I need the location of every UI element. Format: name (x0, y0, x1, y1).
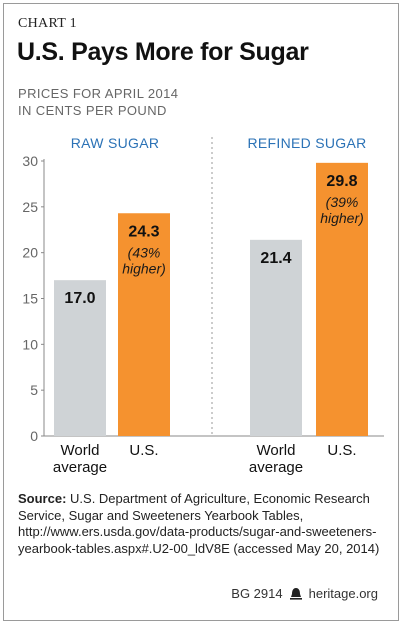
data-label-0-0: 17.0 (64, 290, 95, 307)
y-tick-label-20: 20 (22, 245, 38, 261)
x-tick-label-0-0-1: average (53, 459, 107, 476)
y-tick-label-25: 25 (22, 199, 38, 215)
bell-icon (289, 587, 303, 601)
y-tick-label-10: 10 (22, 336, 38, 352)
source-label: Source: (18, 491, 67, 506)
data-note-1-1-0: (39% (326, 194, 359, 210)
x-tick-label-0-0-0: World (61, 442, 100, 459)
site-name: heritage.org (308, 586, 378, 601)
source-note: Source: U.S. Department of Agriculture, … (18, 491, 388, 557)
data-note-0-1-0: (43% (128, 244, 161, 260)
chart-number: CHART 1 (18, 16, 77, 31)
bar-1-1 (316, 162, 368, 437)
bar-0-0 (54, 280, 106, 436)
x-tick-label-0-1-0: U.S. (129, 442, 158, 459)
x-tick-label-1-0-0: World (257, 442, 296, 459)
source-text: U.S. Department of Agriculture, Economic… (18, 491, 380, 556)
chart-title: U.S. Pays More for Sugar (17, 38, 309, 66)
chart-subtitle: PRICES FOR APRIL 2014 IN CENTS PER POUND (18, 85, 178, 119)
bar-0-1 (118, 213, 170, 436)
x-tick-label-1-0-1: average (249, 459, 303, 476)
data-label-1-0: 21.4 (260, 250, 291, 267)
panel-label-refined-sugar: REFINED SUGAR (247, 135, 367, 151)
bar-1-0 (250, 239, 302, 436)
data-note-1-1-1: higher) (320, 210, 364, 226)
report-code: BG 2914 (231, 586, 283, 601)
subtitle-line-1: PRICES FOR APRIL 2014 (18, 86, 179, 101)
y-tick-label-15: 15 (22, 291, 38, 307)
y-tick-label-0: 0 (30, 428, 38, 444)
data-note-0-1-1: higher) (122, 260, 166, 276)
footer: BG 2914 heritage.org (231, 586, 378, 601)
data-label-1-1: 29.8 (326, 173, 357, 190)
data-label-0-1: 24.3 (128, 223, 159, 240)
subtitle-line-2: IN CENTS PER POUND (18, 103, 167, 118)
x-tick-label-1-1-0: U.S. (327, 442, 356, 459)
panel-label-raw-sugar: RAW SUGAR (70, 135, 160, 151)
y-tick-label-5: 5 (30, 382, 38, 398)
y-tick-label-30: 30 (22, 153, 38, 169)
